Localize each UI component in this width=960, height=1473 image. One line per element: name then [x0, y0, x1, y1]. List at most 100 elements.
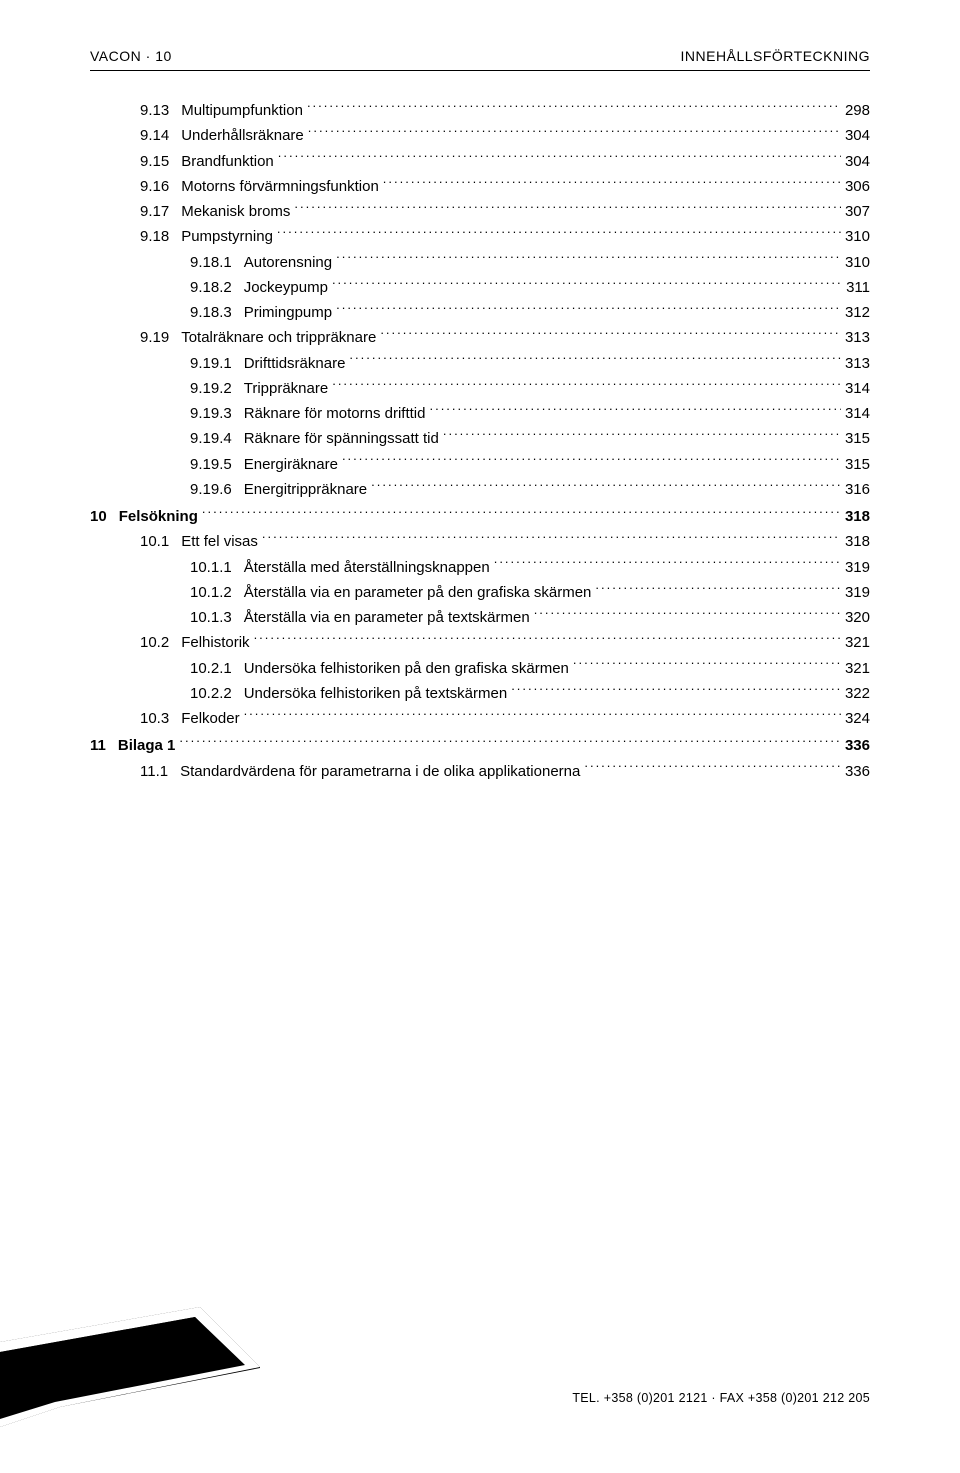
toc-entry: 9.17Mekanisk broms307: [90, 200, 870, 223]
toc-page: 304: [845, 150, 870, 173]
toc-number: 9.19.3: [190, 402, 232, 425]
toc-title: Räknare för motorns drifttid: [232, 402, 426, 425]
toc-title: Primingpump: [232, 301, 332, 324]
toc-entry: 10.1.3Återställa via en parameter på tex…: [90, 606, 870, 629]
toc-page: 318: [845, 505, 870, 528]
toc-leader: [336, 302, 841, 317]
toc-page: 316: [845, 478, 870, 501]
footer-contact: TEL. +358 (0)201 2121 · FAX +358 (0)201 …: [572, 1391, 870, 1405]
toc-leader: [202, 506, 841, 521]
toc-entry: 9.19.1Drifttidsräknare 313: [90, 352, 870, 375]
toc-number: 10.2.1: [190, 657, 232, 680]
toc-page: 310: [845, 225, 870, 248]
toc-leader: [371, 479, 841, 494]
toc-page: 320: [845, 606, 870, 629]
toc-entry: 9.18.2Jockeypump311: [90, 276, 870, 299]
toc-number: 9.13: [140, 99, 169, 122]
toc-page: 314: [845, 377, 870, 400]
corner-graphic: [0, 1307, 260, 1427]
toc-page: 319: [845, 581, 870, 604]
toc-title: Standardvärdena för parametrarna i de ol…: [168, 760, 580, 783]
toc-number: 9.18.1: [190, 251, 232, 274]
page: VACON · 10 INNEHÅLLSFÖRTECKNING 9.13Mult…: [0, 0, 960, 1473]
page-header: VACON · 10 INNEHÅLLSFÖRTECKNING: [90, 48, 870, 71]
toc-number: 10.1.1: [190, 556, 232, 579]
toc-number: 10.2.2: [190, 682, 232, 705]
toc-entry: 9.19Totalräknare och trippräknare 313: [90, 326, 870, 349]
toc-leader: [336, 252, 841, 267]
toc-number: 9.19.2: [190, 377, 232, 400]
toc-title: Ett fel visas: [169, 530, 258, 553]
toc-title: Motorns förvärmningsfunktion: [169, 175, 379, 198]
toc-title: Pumpstyrning: [169, 225, 273, 248]
toc-page: 322: [845, 682, 870, 705]
toc-number: 9.18.2: [190, 276, 232, 299]
toc-number: 10.1.2: [190, 581, 232, 604]
toc-page: 319: [845, 556, 870, 579]
toc-page: 324: [845, 707, 870, 730]
toc-number: 9.14: [140, 124, 169, 147]
toc-entry: 9.19.6Energitrippräknare 316: [90, 478, 870, 501]
toc-title: Multipumpfunktion: [169, 99, 303, 122]
toc-title: Drifttidsräknare: [232, 352, 346, 375]
toc-number: 9.19: [140, 326, 169, 349]
toc-page: 306: [845, 175, 870, 198]
toc-title: Återställa via en parameter på textskärm…: [232, 606, 530, 629]
toc-entry: 9.18.1Autorensning 310: [90, 251, 870, 274]
toc-page: 315: [845, 427, 870, 450]
toc-page: 336: [845, 760, 870, 783]
toc-entry: 9.19.4Räknare för spänningssatt tid315: [90, 427, 870, 450]
toc-page: 314: [845, 402, 870, 425]
toc-leader: [383, 176, 841, 191]
toc-leader: [277, 226, 841, 241]
toc-title: Totalräknare och trippräknare: [169, 326, 376, 349]
toc-page: 321: [845, 657, 870, 680]
toc-page: 318: [845, 530, 870, 553]
toc-page: 313: [845, 352, 870, 375]
toc-page: 310: [845, 251, 870, 274]
toc-number: 9.19.6: [190, 478, 232, 501]
toc-title: Felhistorik: [169, 631, 249, 654]
toc-page: 315: [845, 453, 870, 476]
header-right: INNEHÅLLSFÖRTECKNING: [681, 48, 870, 64]
toc-title: Undersöka felhistoriken på den grafiska …: [232, 657, 569, 680]
toc-title: Underhållsräknare: [169, 124, 304, 147]
toc-leader: [349, 353, 841, 368]
toc-leader: [254, 632, 841, 647]
toc-leader: [595, 582, 841, 597]
toc-leader: [294, 201, 841, 216]
toc-leader: [511, 683, 841, 698]
toc-leader: [262, 531, 841, 546]
toc-number: 9.19.1: [190, 352, 232, 375]
toc-entry: 10.1.2Återställa via en parameter på den…: [90, 581, 870, 604]
header-left: VACON · 10: [90, 48, 172, 64]
toc-entry: 9.16Motorns förvärmningsfunktion 306: [90, 175, 870, 198]
toc-page: 312: [845, 301, 870, 324]
toc-number: 10: [90, 505, 107, 528]
toc-leader: [332, 277, 842, 292]
toc-number: 9.18: [140, 225, 169, 248]
toc-entry: 10.1.1Återställa med återställningsknapp…: [90, 556, 870, 579]
toc-entry: 9.14Underhållsräknare304: [90, 124, 870, 147]
toc-title: Energitrippräknare: [232, 478, 367, 501]
toc-entry: 10.2Felhistorik321: [90, 631, 870, 654]
table-of-contents: 9.13Multipumpfunktion2989.14Underhållsrä…: [90, 99, 870, 783]
toc-title: Felsökning: [107, 505, 198, 528]
toc-leader: [494, 557, 841, 572]
toc-leader: [380, 327, 841, 342]
toc-number: 10.3: [140, 707, 169, 730]
toc-page: 311: [846, 276, 870, 299]
toc-leader: [278, 151, 841, 166]
toc-leader: [308, 125, 841, 140]
toc-entry: 9.19.3Räknare för motorns drifttid 314: [90, 402, 870, 425]
toc-title: Undersöka felhistoriken på textskärmen: [232, 682, 507, 705]
toc-page: 307: [845, 200, 870, 223]
toc-leader: [584, 761, 841, 776]
toc-title: Bilaga 1: [106, 734, 176, 757]
toc-number: 11.1: [140, 760, 168, 783]
toc-number: 9.16: [140, 175, 169, 198]
toc-leader: [443, 428, 841, 443]
toc-page: 313: [845, 326, 870, 349]
toc-entry: 10Felsökning 318: [90, 505, 870, 528]
toc-title: Autorensning: [232, 251, 332, 274]
